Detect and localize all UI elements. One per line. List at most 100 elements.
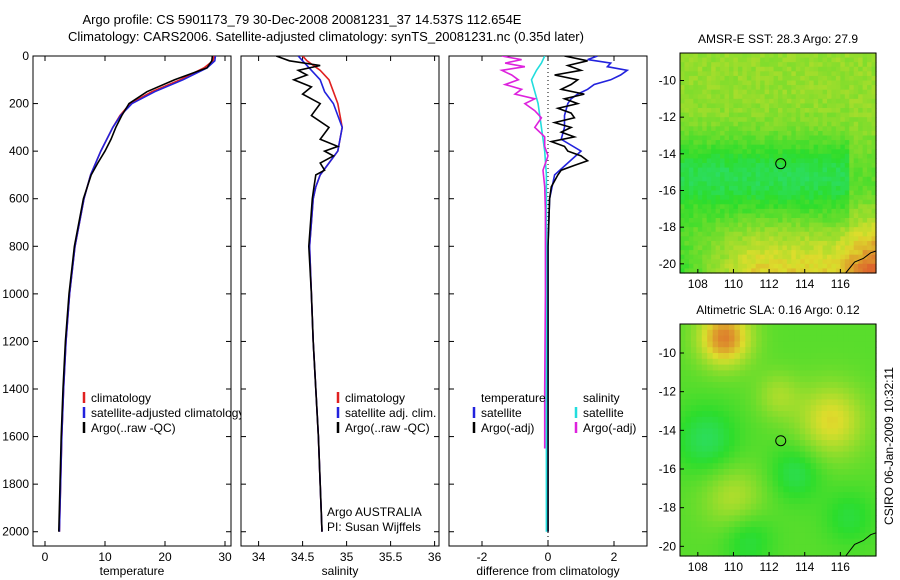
sla-heatmap-cell — [756, 347, 763, 354]
sst-heatmap-cell — [786, 204, 792, 210]
sla-heatmap-cell — [854, 376, 861, 383]
sst-heatmap-cell — [702, 263, 708, 270]
sst-heatmap-cell — [751, 218, 757, 224]
sst-heatmap-cell — [800, 98, 806, 105]
sst-heatmap-cell — [800, 126, 806, 132]
sla-heatmap-cell — [685, 474, 692, 482]
sst-heatmap-cell — [746, 80, 752, 86]
sst-heatmap-cell — [871, 158, 877, 164]
sla-heatmap-cell — [783, 358, 790, 366]
sla-heatmap-cell — [750, 428, 757, 435]
sst-heatmap-cell — [822, 176, 828, 182]
sla-heatmap-cell — [723, 434, 730, 441]
sla-heatmap-cell — [761, 376, 768, 383]
sla-heatmap-cell — [837, 399, 844, 406]
sla-heatmap-cell — [788, 492, 795, 499]
sla-heatmap-cell — [756, 492, 763, 499]
sst-heatmap-cell — [831, 103, 837, 109]
sla-heatmap-cell — [816, 457, 823, 464]
sst-heatmap-cell — [711, 208, 717, 215]
sla-heatmap-cell — [734, 347, 741, 354]
sla-heatmap-cell — [870, 509, 877, 516]
sst-heatmap-cell — [729, 222, 735, 228]
sst-heatmap-cell — [809, 204, 815, 210]
sst-heatmap-cell — [804, 66, 810, 72]
sla-heatmap-cell — [837, 364, 844, 371]
sst-heatmap-cell — [773, 85, 779, 91]
sla-heatmap-cell — [739, 411, 746, 418]
sla-heatmap-cell — [848, 480, 855, 487]
sst-heatmap-cell — [804, 190, 810, 196]
sst-heatmap-cell — [729, 204, 735, 210]
sla-heatmap-cell — [690, 428, 697, 435]
sla-heatmap-cell — [761, 492, 768, 499]
sst-heatmap-cell — [795, 208, 801, 215]
sst-heatmap-cell — [831, 204, 837, 210]
sst-heatmap-cell — [782, 80, 788, 86]
sst-heatmap-cell — [840, 108, 846, 114]
sst-heatmap-cell — [715, 53, 721, 59]
sst-heatmap-cell — [831, 250, 837, 256]
sla-heatmap-cell — [788, 486, 795, 493]
sst-heatmap-cell — [858, 213, 864, 219]
sla-heatmap-cell — [772, 393, 779, 400]
sla-heatmap-cell — [712, 387, 719, 395]
sst-heatmap-cell — [813, 126, 819, 132]
sst-heatmap-cell — [711, 263, 717, 270]
sla-heatmap-cell — [734, 393, 741, 400]
sst-heatmap-cell — [858, 240, 864, 247]
sst-heatmap-cell — [813, 254, 819, 260]
sst-heatmap-cell — [786, 236, 792, 242]
sst-heatmap-cell — [800, 66, 806, 72]
sst-heatmap-cell — [867, 195, 873, 201]
sst-heatmap-cell — [684, 94, 690, 100]
sst-heatmap-cell — [737, 53, 743, 59]
sla-heatmap-cell — [837, 498, 844, 505]
sst-heatmap-cell — [755, 263, 761, 270]
sla-heatmap-cell — [832, 445, 839, 453]
sla-heatmap-cell — [843, 451, 850, 458]
sst-heatmap-cell — [818, 130, 824, 137]
sst-heatmap-cell — [795, 85, 801, 91]
sla-heatmap-cell — [832, 353, 839, 360]
sla-heatmap-cell — [745, 387, 752, 395]
sst-heatmap-cell — [715, 62, 721, 68]
sla-heatmap-cell — [745, 411, 752, 418]
sst-heatmap-cell — [849, 89, 855, 95]
sla-heatmap-cell — [810, 527, 817, 534]
sst-heatmap-cell — [773, 108, 779, 114]
sla-heatmap-cell — [848, 324, 855, 331]
sst-heatmap-cell — [733, 231, 739, 237]
sst-heatmap-cell — [867, 149, 873, 155]
sst-heatmap-cell — [867, 208, 873, 215]
sst-heatmap-cell — [688, 135, 694, 141]
sst-heatmap-cell — [818, 172, 824, 178]
sst-heatmap-cell — [773, 254, 779, 260]
sst-heatmap-cell — [693, 227, 699, 233]
sla-heatmap-cell — [690, 341, 697, 348]
sst-heatmap-cell — [724, 240, 730, 247]
sla-heatmap-cell — [788, 393, 795, 400]
sla-heatmap-cell — [750, 376, 757, 383]
sst-heatmap-cell — [813, 135, 819, 141]
sst-heatmap-cell — [684, 89, 690, 95]
sst-heatmap-cell — [693, 199, 699, 205]
sla-heatmap-cell — [734, 469, 741, 476]
figure-title-line2: Climatology: CARS2006. Satellite-adjuste… — [68, 29, 584, 44]
sst-heatmap-cell — [862, 57, 868, 63]
sst-heatmap-cell — [715, 66, 721, 72]
sst-heatmap-cell — [702, 245, 708, 251]
temperature-xlabel: temperature — [100, 564, 165, 578]
sst-heatmap-cell — [746, 245, 752, 251]
sst-heatmap-cell — [822, 80, 828, 86]
sla-heatmap-cell — [767, 364, 774, 371]
sst-heatmap-cell — [786, 53, 792, 59]
sst-heatmap-cell — [831, 263, 837, 270]
sst-heatmap-cell — [818, 195, 824, 201]
sst-heatmap-cell — [827, 112, 833, 118]
sla-heatmap-cell — [854, 486, 861, 493]
sst-heatmap-cell — [702, 222, 708, 228]
sla-heatmap-cell — [837, 370, 844, 377]
sst-heatmap-cell — [724, 103, 730, 109]
